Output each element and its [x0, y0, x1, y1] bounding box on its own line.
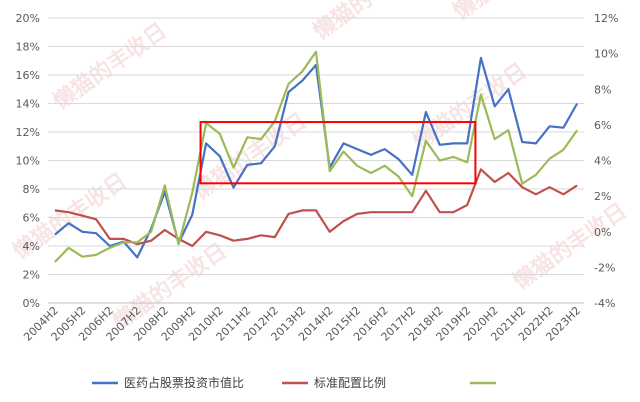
y-left-tick-label: 10% — [16, 155, 40, 168]
y-right-tick-label: -2% — [594, 261, 615, 274]
y-left-tick-label: 12% — [16, 126, 40, 139]
y-left-tick-label: 4% — [23, 240, 40, 253]
legend-label-1: 医药占股票投资市值比 — [124, 375, 244, 390]
y-left-tick-label: 8% — [23, 183, 40, 196]
y-right-tick-label: 0% — [594, 226, 611, 239]
y-right-tick-label: 4% — [594, 155, 611, 168]
y-left-tick-label: 20% — [16, 12, 40, 25]
y-left-tick-label: 0% — [23, 297, 40, 310]
legend-label-2: 标准配置比例 — [314, 376, 386, 390]
series-line-3 — [54, 50, 579, 263]
y-right-tick-label: 6% — [594, 119, 611, 132]
y-right-tick-label: 8% — [594, 83, 611, 96]
watermark-text: 懒猫的丰收日 — [309, 0, 432, 45]
watermark-text: 懒猫的丰收日 — [49, 18, 172, 115]
highlight-rectangle — [199, 121, 477, 185]
y-left-tick-label: 6% — [23, 212, 40, 225]
y-left-tick-label: 18% — [16, 41, 40, 54]
watermark-text: 懒猫的丰收日 — [449, 0, 572, 25]
y-left-tick-label: 16% — [16, 69, 40, 82]
y-right-tick-label: -4% — [594, 297, 615, 310]
y-right-tick-label: 12% — [594, 12, 618, 25]
y-left-tick-label: 14% — [16, 98, 40, 111]
y-right-tick-label: 10% — [594, 48, 618, 61]
y-right-tick-label: 2% — [594, 190, 611, 203]
series-line-1 — [54, 56, 579, 259]
y-left-tick-label: 2% — [23, 269, 40, 282]
series-line-2 — [54, 168, 578, 248]
